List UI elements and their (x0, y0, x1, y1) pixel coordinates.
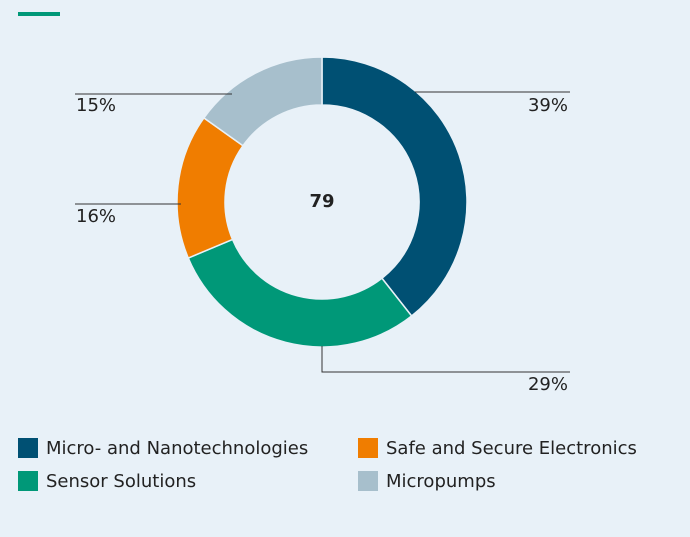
legend-swatch (18, 438, 38, 458)
donut-segment (187, 238, 413, 348)
value-label: 39% (528, 95, 568, 116)
value-label: 15% (76, 95, 116, 116)
legend-swatch (18, 471, 38, 491)
legend-label: Safe and Secure Electronics (386, 438, 637, 459)
accent-bar (18, 12, 60, 16)
center-label: 79 (309, 191, 334, 212)
legend-swatch (358, 471, 378, 491)
legend-label: Micro- and Nanotechnologies (46, 438, 308, 459)
value-label: 16% (76, 206, 116, 227)
legend-swatch (358, 438, 378, 458)
donut-segment (202, 56, 323, 147)
leader-line (321, 346, 570, 373)
legend-label: Micropumps (386, 471, 496, 492)
legend-label: Sensor Solutions (46, 471, 196, 492)
donut-segment (321, 56, 468, 318)
value-label: 29% (528, 374, 568, 395)
